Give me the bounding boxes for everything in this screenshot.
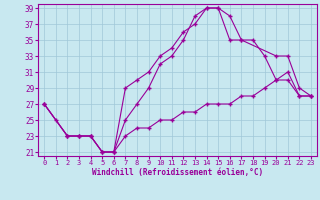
X-axis label: Windchill (Refroidissement éolien,°C): Windchill (Refroidissement éolien,°C) bbox=[92, 168, 263, 177]
